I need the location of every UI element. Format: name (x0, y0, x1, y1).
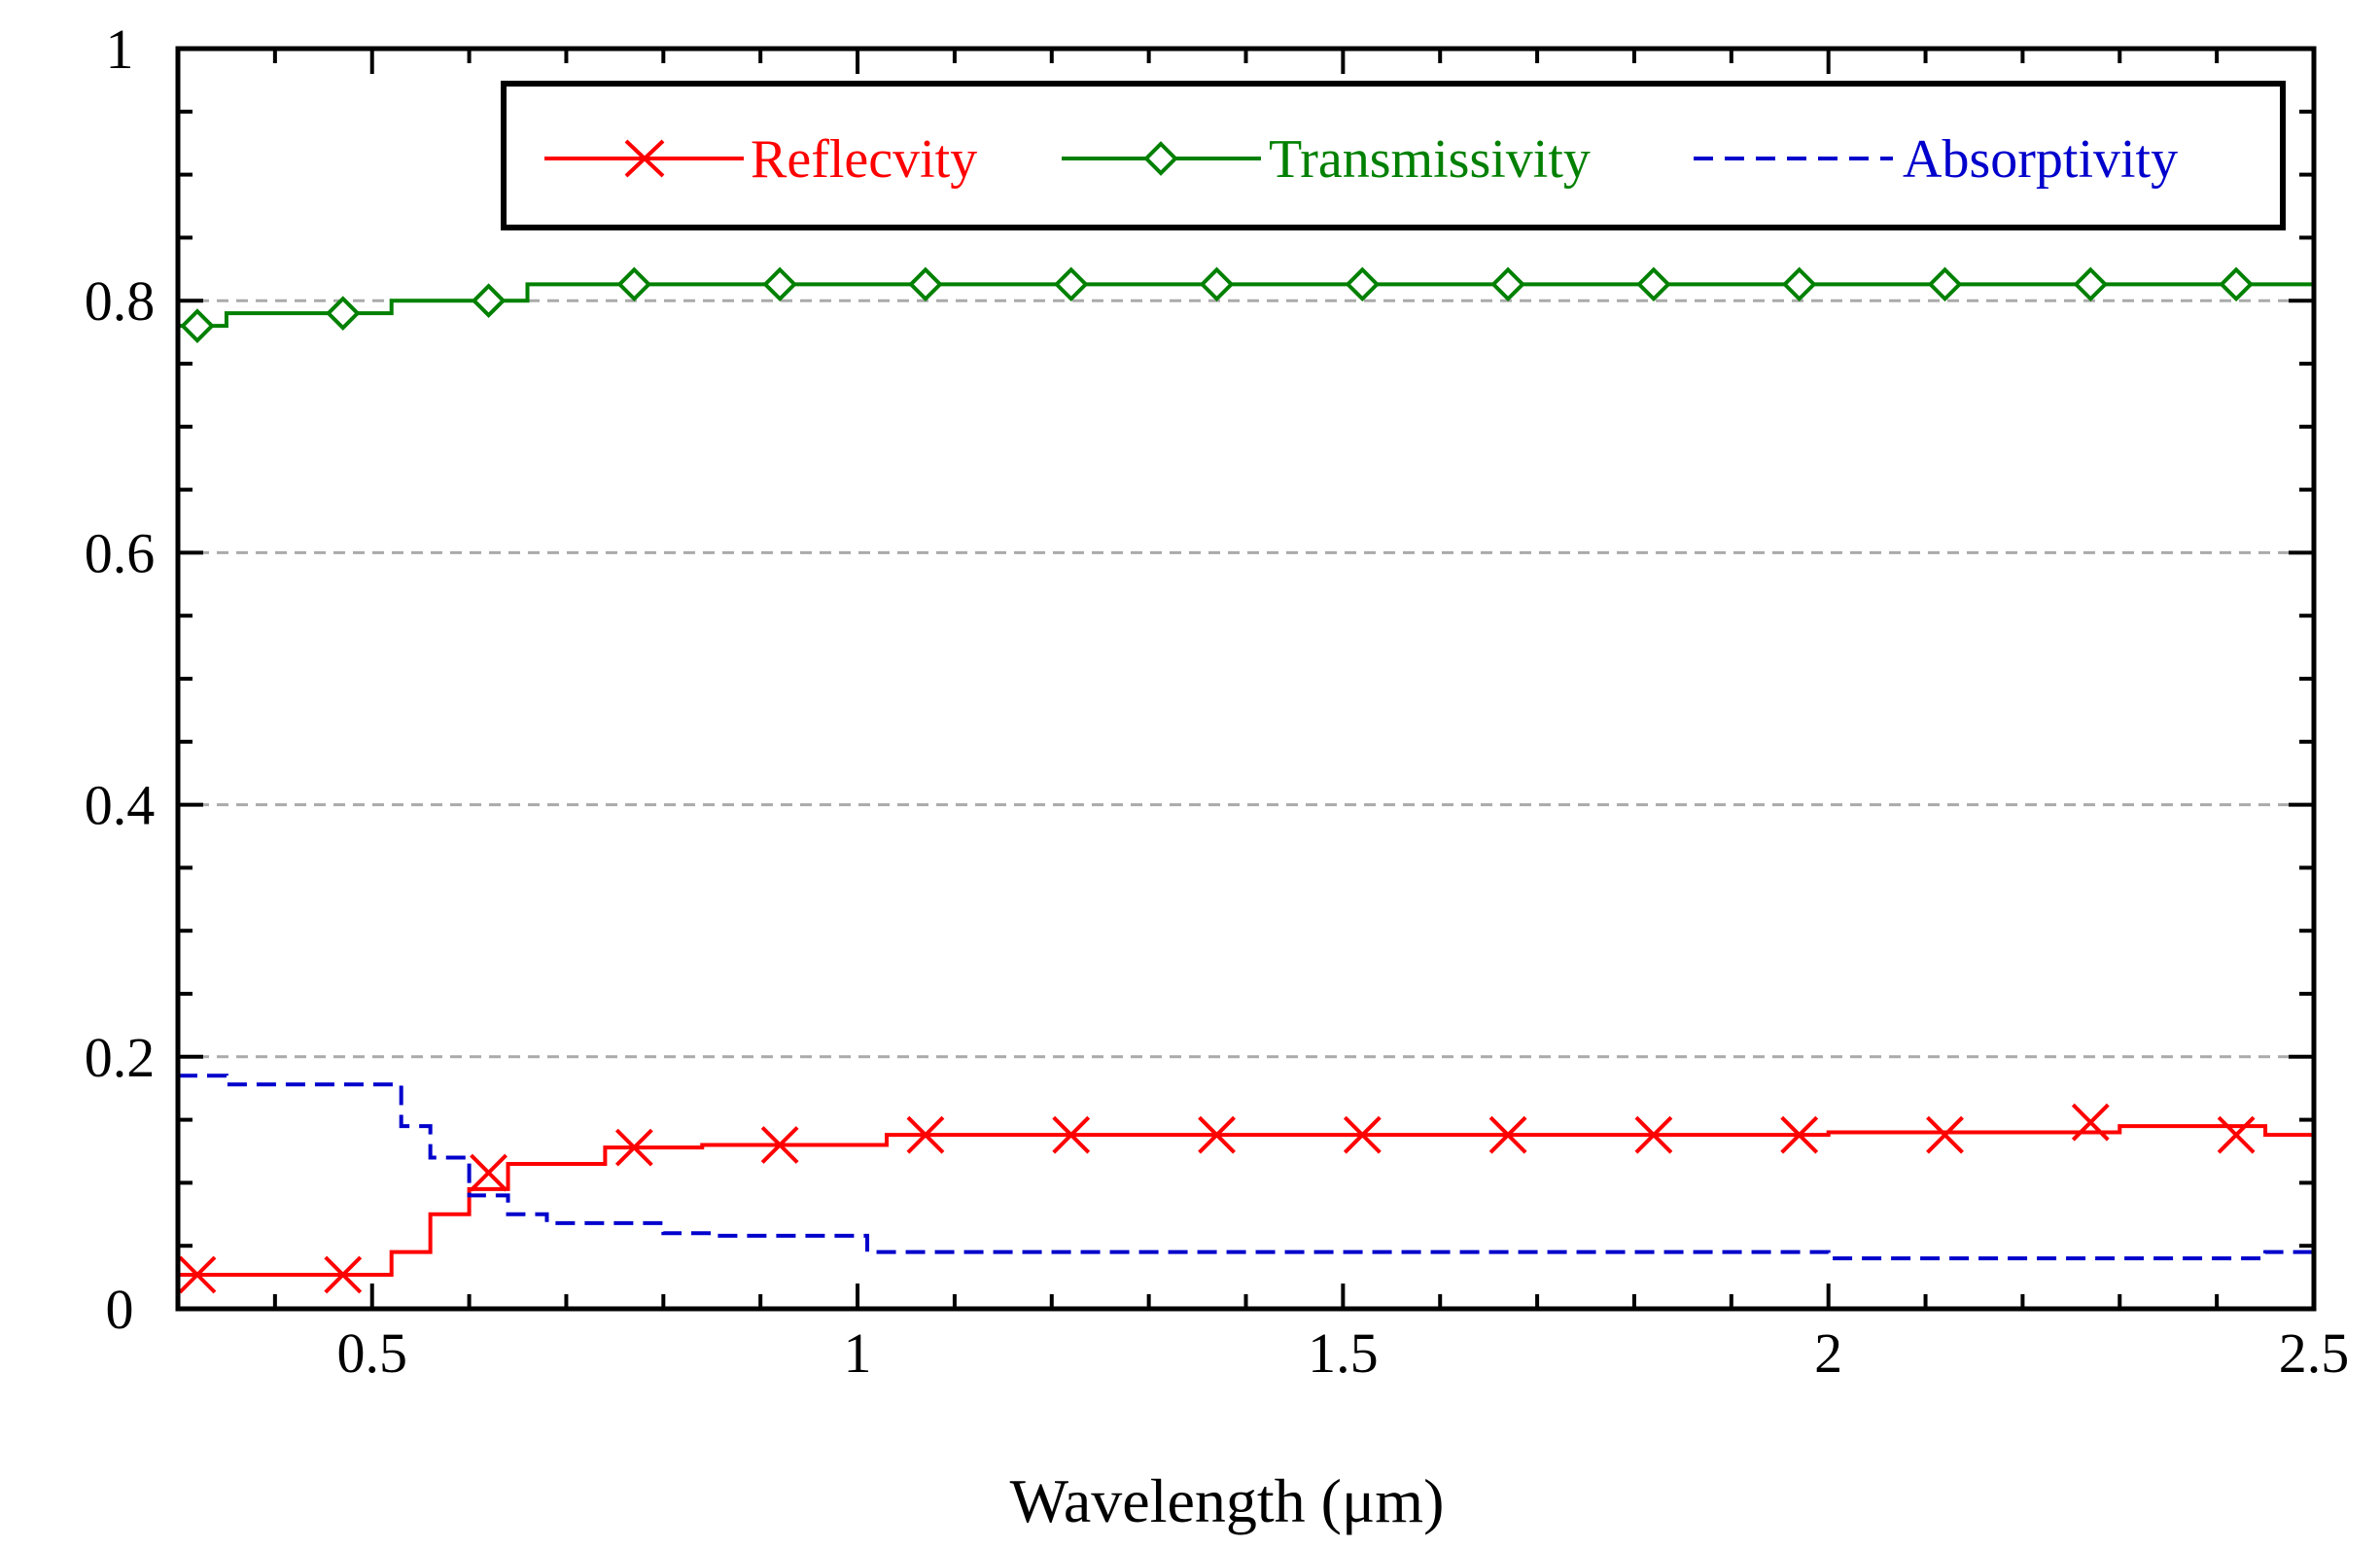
plot-border (175, 46, 2317, 1312)
axis-ticks (176, 47, 2316, 1311)
data-point-transmissivity (616, 266, 652, 302)
data-point-reflecvity (1780, 1115, 1819, 1154)
series-line-transmissivity (178, 282, 2314, 329)
data-point-reflecvity (2217, 1115, 2256, 1154)
data-point-transmissivity (1490, 266, 1525, 302)
legend-marker-diamond (1143, 141, 1178, 176)
data-point-transmissivity (1345, 266, 1381, 302)
data-point-reflecvity (1488, 1115, 1527, 1154)
data-point-transmissivity (2219, 266, 2254, 302)
legend: Reflecvity Transmissivity Absorptivity (501, 81, 2286, 230)
data-point-reflecvity (1634, 1115, 1673, 1154)
data-point-reflecvity (760, 1126, 799, 1164)
x-tick-label: 1.5 (1308, 1321, 1379, 1385)
legend-label-absorptivity: Absorptivity (1903, 129, 2178, 190)
y-tick-label: 0.2 (85, 1026, 156, 1089)
data-point-reflecvity (1926, 1115, 1964, 1154)
data-point-transmissivity (1053, 266, 1089, 302)
grid-lines (178, 299, 2314, 1059)
data-point-transmissivity (1781, 266, 1817, 302)
x-tick-label: 2 (1814, 1321, 1842, 1385)
data-point-transmissivity (908, 266, 943, 302)
data-point-reflecvity (178, 1255, 217, 1294)
data-point-transmissivity (762, 266, 797, 302)
data-point-transmissivity (1927, 266, 1963, 302)
legend-label-reflecvity: Reflecvity (751, 129, 977, 190)
data-point-reflecvity (1343, 1115, 1382, 1154)
x-tick-label: 1 (844, 1321, 872, 1385)
legend-entry-transmissivity: Transmissivity (1062, 129, 1591, 190)
data-point-reflecvity (1052, 1115, 1091, 1154)
data-point-transmissivity (1199, 266, 1235, 302)
data-point-transmissivity (180, 308, 215, 343)
legend-label-transmissivity: Transmissivity (1269, 129, 1591, 190)
data-point-reflecvity (906, 1115, 945, 1154)
data-point-transmissivity (1636, 266, 1671, 302)
legend-entry-reflecvity: Reflecvity (544, 129, 977, 190)
legend-box (501, 81, 2286, 230)
data-point-reflecvity (324, 1255, 363, 1294)
data-point-transmissivity (325, 296, 361, 331)
tick-labels: 0.5 1 1.5 2 2.5 0 0.2 0.4 0.6 0.8 1 (85, 18, 2350, 1385)
series-lines (178, 266, 2316, 1294)
data-point-reflecvity (2071, 1103, 2110, 1142)
x-tick-label: 0.5 (336, 1321, 407, 1385)
series-line-reflecvity (178, 1124, 2316, 1278)
x-axis-title: Wavelength (μm) (1010, 1466, 1445, 1535)
data-point-transmissivity (2073, 266, 2109, 302)
y-tick-label: 0 (106, 1278, 134, 1341)
data-point-reflecvity (470, 1153, 508, 1192)
legend-marker-x (624, 139, 665, 178)
y-tick-label: 0.4 (85, 774, 156, 837)
y-tick-label: 1 (106, 18, 134, 81)
plot-frame (175, 46, 2317, 1312)
data-point-reflecvity (614, 1128, 653, 1167)
y-tick-label: 0.8 (85, 269, 156, 333)
series-line-absorptivity (178, 1073, 2316, 1261)
y-tick-label: 0.6 (85, 521, 156, 584)
legend-entry-absorptivity: Absorptivity (1694, 129, 2178, 190)
data-point-transmissivity (471, 283, 507, 319)
x-tick-label: 2.5 (2279, 1321, 2350, 1385)
data-point-reflecvity (1198, 1115, 1236, 1154)
